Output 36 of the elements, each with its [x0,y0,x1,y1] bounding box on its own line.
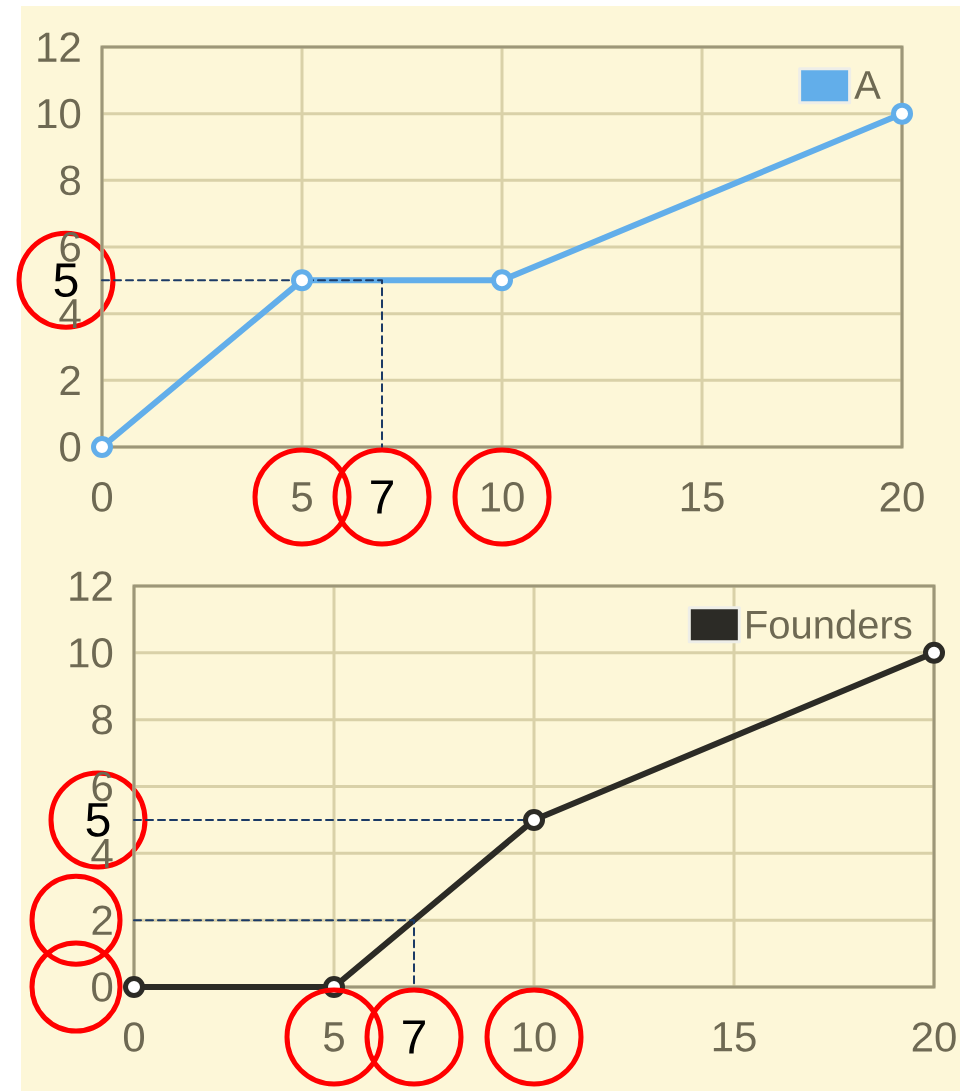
y-tick-label: 8 [92,704,112,735]
x-tick-label: 0 [123,1022,145,1052]
text: 5 [86,803,110,837]
text: 7 [371,480,393,514]
point [891,102,914,125]
text: 5 [54,263,78,298]
point [523,808,546,831]
y-tick-label: 12 [38,32,80,62]
text: 7 [403,1020,425,1054]
point [923,641,946,664]
y-tick-label: 0 [60,432,81,462]
x-tick-label: 10 [481,482,524,512]
y-tick-label: 2 [60,365,80,395]
point [291,269,313,292]
legend-label: Founders [747,609,912,639]
x-tick-label: 5 [292,482,312,512]
x-tick-label: 5 [324,1022,344,1052]
x-tick-label: 20 [880,482,924,512]
point [91,435,113,458]
y-tick-label: 0 [92,972,113,1002]
x-tick-label: 15 [713,1022,756,1052]
y-tick-label: 12 [70,571,112,601]
point [123,976,145,998]
y-tick-label: 6 [92,771,112,802]
y-tick-label: 4 [91,838,113,868]
point [491,269,514,292]
y-tick-label: 8 [60,165,80,196]
y-tick-label: 10 [70,637,113,668]
y-tick-label: 6 [60,232,80,262]
x-tick-label: 10 [513,1022,556,1052]
x-tick-label: 20 [912,1022,956,1052]
legend-label: A [854,71,881,99]
y-tick-label: 4 [59,299,81,329]
y-tick-label: 10 [38,98,81,129]
x-tick-label: 15 [681,482,724,512]
y-tick-label: 2 [92,905,112,935]
